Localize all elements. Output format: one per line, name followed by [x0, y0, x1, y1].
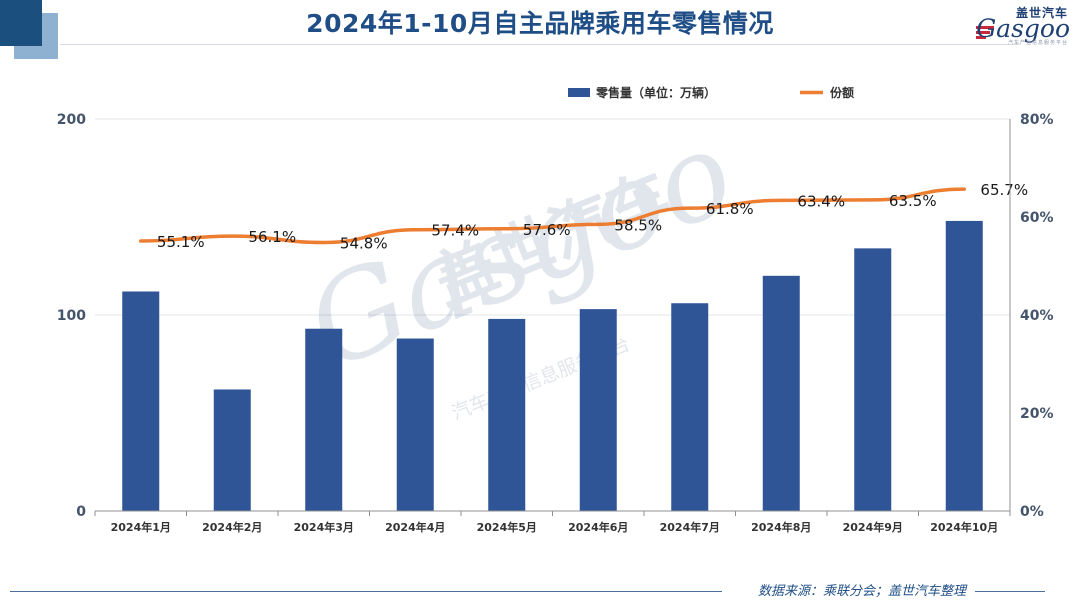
logo-stripe — [976, 31, 990, 34]
gasgoo-logo: 盖世汽车 Gasgoo 汽车产业信息服务平台 — [974, 4, 1072, 46]
legend-label-line: 份额 — [830, 85, 854, 100]
data-label: 61.8% — [706, 200, 754, 218]
legend-label-bar: 零售量（单位：万辆） — [595, 85, 716, 100]
legend-swatch-bar — [568, 88, 590, 97]
data-label: 55.1% — [157, 233, 205, 251]
y-left-tick-label: 200 — [57, 112, 86, 128]
x-tick-label: 2024年2月 — [202, 520, 262, 534]
logo-stripe — [976, 26, 994, 29]
footer-divider-left — [10, 591, 722, 592]
bar — [945, 220, 983, 512]
bar — [854, 248, 892, 512]
x-tick-label: 2024年9月 — [843, 520, 903, 534]
data-label: 63.5% — [889, 192, 937, 210]
bar — [762, 275, 800, 511]
legend: 零售量（单位：万辆） 份额 — [568, 85, 854, 100]
logo-en-text: Gasgoo — [976, 14, 1070, 43]
axes: 2024年1月 2024年2月 2024年3月 2024年4月 2024年5月 2024年… — [57, 112, 1054, 534]
x-tick-label: 2024年3月 — [294, 520, 354, 534]
y-left-tick-label: 100 — [57, 308, 86, 324]
x-tick-label: 2024年4月 — [385, 520, 445, 534]
data-label: 65.7% — [980, 181, 1028, 199]
corner-decoration-dark — [0, 0, 42, 46]
data-label: 57.4% — [431, 222, 479, 240]
y-left-tick-label: 0 — [76, 504, 86, 520]
x-tick-label: 2024年8月 — [751, 520, 811, 534]
bar — [579, 309, 617, 511]
data-label: 63.4% — [797, 192, 845, 210]
bar — [213, 389, 251, 511]
logo-cn-text: 盖世汽车 — [1015, 6, 1068, 20]
bar-series — [122, 220, 983, 512]
bar — [122, 291, 160, 511]
y-right-tick-label: 80% — [1020, 112, 1054, 128]
data-label: 56.1% — [248, 228, 296, 246]
share-line — [139, 187, 966, 245]
y-right-tick-label: 0% — [1020, 504, 1044, 520]
y-right-tick-label: 20% — [1020, 406, 1054, 422]
bar — [671, 303, 709, 511]
page-title: 2024年1-10月自主品牌乘用车零售情况 — [306, 9, 774, 38]
data-label: 54.8% — [340, 234, 388, 252]
x-tick-label: 2024年6月 — [568, 520, 628, 534]
y-right-tick-label: 60% — [1020, 210, 1054, 226]
x-tick-label: 2024年5月 — [477, 520, 537, 534]
footer-divider-right — [975, 591, 1045, 592]
line-series: 55.1% 56.1% 54.8% 57.4% 57.6% 58.5% 61.8% 63.4%… — [139, 181, 1028, 252]
logo-stripe — [976, 36, 986, 39]
y-right-tick-label: 40% — [1020, 308, 1054, 324]
x-tick-label: 2024年10月 — [930, 520, 998, 534]
bar — [488, 318, 526, 511]
bar — [305, 328, 343, 511]
logo-sub-text: 汽车产业信息服务平台 — [1007, 40, 1068, 46]
x-tick-label: 2024年1月 — [111, 520, 171, 534]
data-label: 58.5% — [614, 216, 662, 234]
data-source: 数据来源：乘联分会；盖世汽车整理 — [757, 584, 966, 599]
title-divider — [60, 44, 1020, 45]
x-tick-label: 2024年7月 — [660, 520, 720, 534]
bar — [396, 338, 434, 511]
data-label: 57.6% — [523, 221, 571, 239]
